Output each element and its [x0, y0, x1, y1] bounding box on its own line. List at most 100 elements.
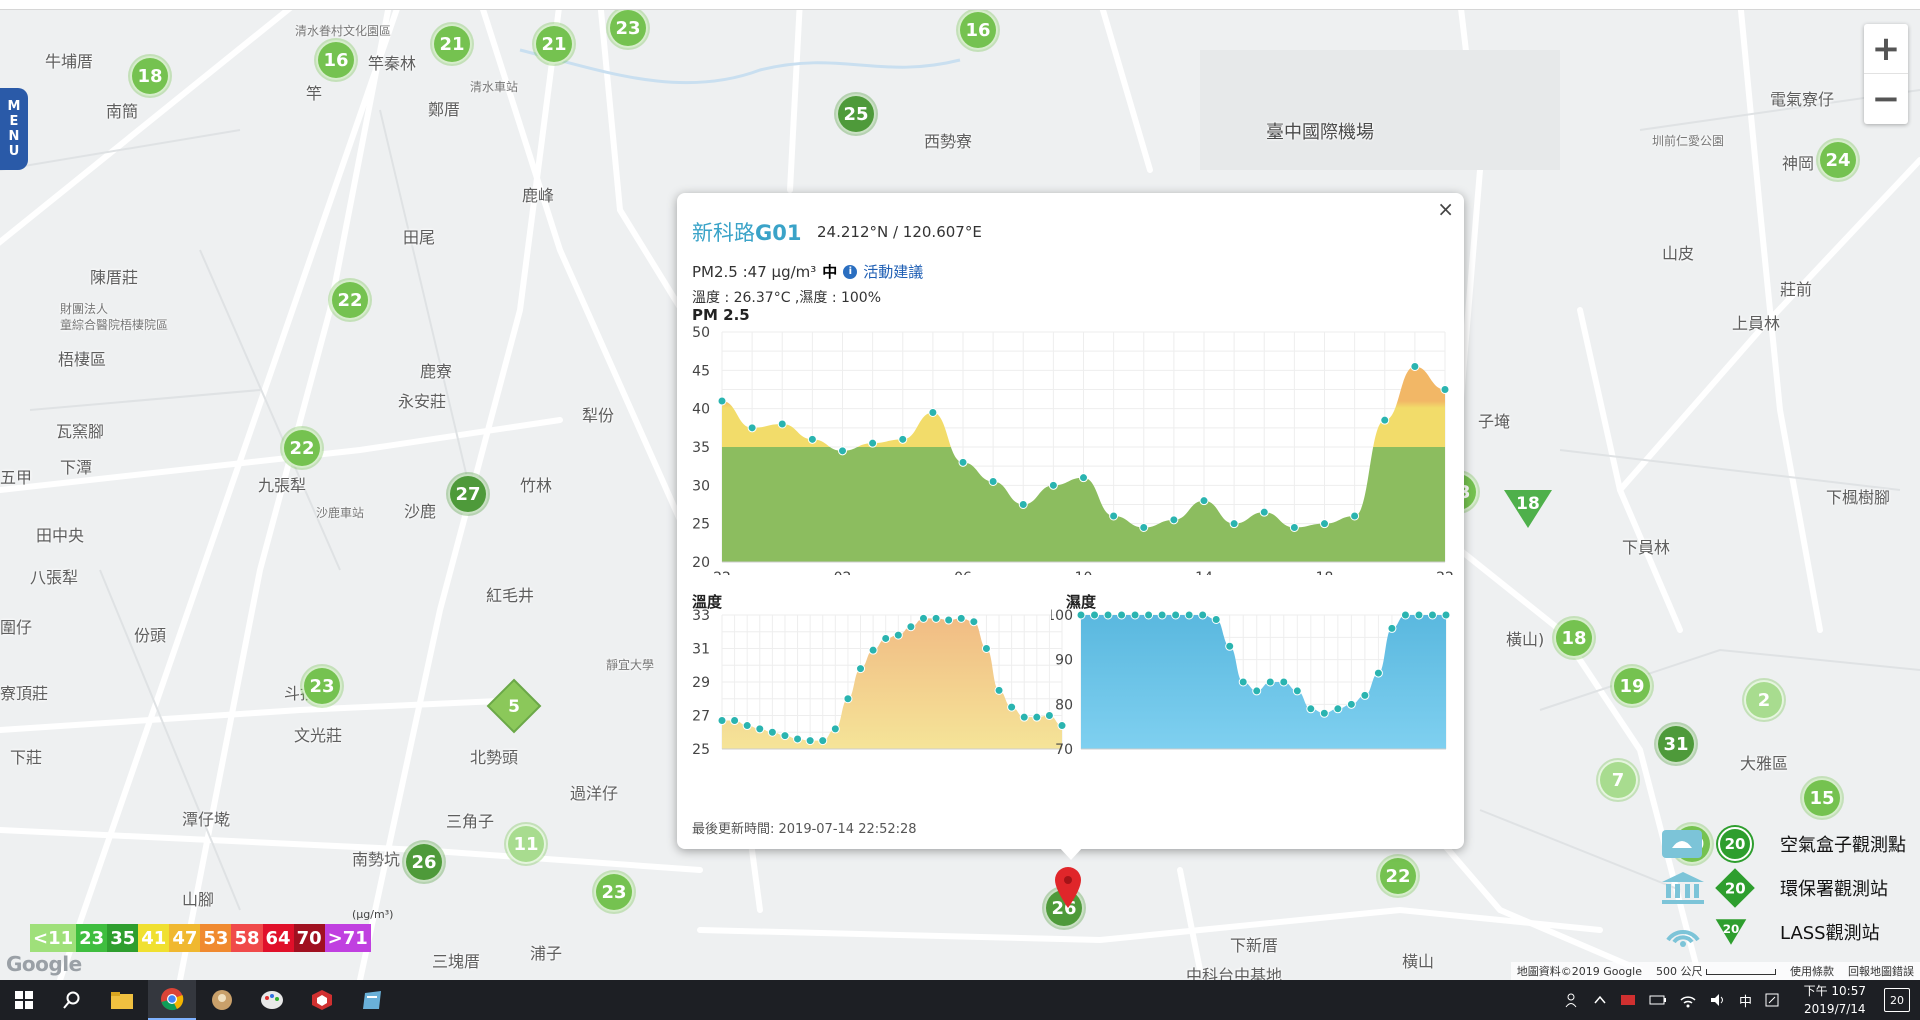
legend-airbox[interactable]: 20 空氣盒子觀測點 — [1660, 824, 1920, 864]
data-point[interactable] — [1229, 519, 1239, 529]
data-point[interactable] — [1252, 686, 1262, 696]
data-point[interactable] — [838, 446, 847, 456]
airbox-station-marker[interactable]: 11 — [506, 824, 546, 864]
data-point[interactable] — [805, 736, 815, 746]
data-point[interactable] — [1373, 668, 1383, 678]
data-point[interactable] — [1427, 610, 1437, 620]
data-point[interactable] — [881, 633, 891, 643]
data-point[interactable] — [958, 457, 968, 467]
map-scale[interactable]: 500 公尺 — [1656, 963, 1776, 979]
data-point[interactable] — [1157, 610, 1167, 620]
lass-station-marker[interactable]: 18 — [1502, 488, 1554, 530]
zoom-out-button[interactable]: − — [1871, 79, 1901, 119]
app-button-1[interactable] — [198, 980, 246, 1020]
airbox-station-marker[interactable]: 23 — [594, 872, 634, 912]
data-point[interactable] — [1171, 610, 1181, 620]
data-point[interactable] — [931, 613, 941, 623]
data-point[interactable] — [1076, 610, 1086, 620]
data-point[interactable] — [818, 736, 828, 746]
app-button-2[interactable] — [248, 980, 296, 1020]
data-point[interactable] — [1350, 511, 1360, 521]
data-point[interactable] — [1044, 711, 1054, 720]
airbox-station-marker[interactable]: 31 — [1656, 724, 1696, 764]
data-point[interactable] — [868, 438, 878, 448]
airbox-station-marker[interactable]: 19 — [1612, 666, 1652, 706]
data-point[interactable] — [1346, 699, 1356, 709]
popup-close-button[interactable]: × — [1437, 197, 1454, 221]
airbox-station-marker[interactable]: 15 — [1802, 778, 1842, 818]
data-point[interactable] — [1259, 507, 1269, 517]
data-point[interactable] — [717, 396, 727, 406]
legend-epa[interactable]: 20 環保署觀測站 — [1660, 868, 1920, 908]
data-point[interactable] — [868, 645, 878, 655]
data-point[interactable] — [1144, 610, 1154, 620]
wifi-icon[interactable] — [1679, 992, 1697, 1008]
data-point[interactable] — [730, 716, 740, 726]
data-point[interactable] — [1109, 511, 1119, 521]
data-point[interactable] — [767, 727, 777, 737]
airbox-station-marker[interactable]: 22 — [330, 280, 370, 320]
epa-station-marker[interactable]: 5 — [486, 678, 542, 734]
data-point[interactable] — [1057, 721, 1067, 731]
battery-icon[interactable] — [1649, 992, 1667, 1008]
data-point[interactable] — [1198, 610, 1208, 620]
airbox-station-marker[interactable]: 2 — [1744, 680, 1784, 720]
data-point[interactable] — [1032, 712, 1042, 722]
data-point[interactable] — [1117, 610, 1127, 620]
data-point[interactable] — [1211, 614, 1221, 624]
data-point[interactable] — [944, 615, 954, 625]
file-explorer-button[interactable] — [98, 980, 146, 1020]
search-button[interactable] — [48, 980, 96, 1020]
data-point[interactable] — [1400, 610, 1410, 620]
start-button[interactable] — [0, 980, 48, 1020]
airbox-station-marker[interactable]: 24 — [1818, 140, 1858, 180]
data-point[interactable] — [1225, 641, 1235, 651]
report-map-error-link[interactable]: 回報地圖錯誤 — [1848, 965, 1914, 978]
volume-icon[interactable] — [1709, 992, 1727, 1008]
data-point[interactable] — [1292, 686, 1302, 696]
chevron-up-icon[interactable] — [1593, 993, 1607, 1007]
activity-advice-link[interactable]: 活動建議 — [863, 263, 924, 281]
data-point[interactable] — [717, 716, 727, 726]
ime-tool-icon[interactable] — [1764, 992, 1780, 1008]
airbox-station-marker[interactable]: 21 — [432, 24, 472, 64]
airbox-station-marker[interactable]: 18 — [130, 56, 170, 96]
airbox-station-marker[interactable]: 16 — [958, 10, 998, 50]
data-point[interactable] — [747, 423, 757, 433]
data-point[interactable] — [1440, 385, 1450, 394]
data-point[interactable] — [1380, 415, 1390, 425]
airbox-station-marker[interactable]: 7 — [1598, 760, 1638, 800]
airbox-station-marker[interactable]: 16 — [316, 40, 356, 80]
data-point[interactable] — [1184, 610, 1194, 620]
airbox-station-marker[interactable]: 23 — [302, 666, 342, 706]
data-point[interactable] — [1441, 610, 1451, 620]
airbox-station-marker[interactable]: 23 — [608, 10, 648, 48]
app-button-4[interactable] — [348, 980, 396, 1020]
ime-indicator[interactable]: 中 — [1738, 994, 1752, 1010]
data-point[interactable] — [994, 685, 1004, 695]
data-point[interactable] — [1279, 677, 1289, 687]
data-point[interactable] — [988, 477, 998, 486]
data-point[interactable] — [1048, 480, 1058, 490]
data-point[interactable] — [1079, 473, 1088, 483]
data-point[interactable] — [1018, 500, 1028, 509]
data-point[interactable] — [1289, 523, 1299, 532]
data-point[interactable] — [1360, 690, 1370, 700]
airbox-station-marker[interactable]: 26 — [404, 842, 444, 882]
data-point[interactable] — [1320, 519, 1329, 529]
data-point[interactable] — [780, 731, 790, 741]
data-point[interactable] — [1169, 515, 1179, 525]
data-point[interactable] — [928, 408, 938, 417]
airbox-station-marker[interactable]: 18 — [1554, 618, 1594, 658]
data-point[interactable] — [906, 622, 916, 632]
info-icon[interactable]: i — [843, 264, 858, 279]
security-icon[interactable] — [1619, 992, 1637, 1008]
data-point[interactable] — [1238, 677, 1248, 687]
data-point[interactable] — [1090, 610, 1100, 620]
data-point[interactable] — [1414, 610, 1424, 620]
app-button-3[interactable] — [298, 980, 346, 1020]
airbox-station-marker[interactable]: 22 — [1378, 856, 1418, 896]
data-point[interactable] — [893, 630, 903, 640]
data-point[interactable] — [843, 694, 853, 704]
